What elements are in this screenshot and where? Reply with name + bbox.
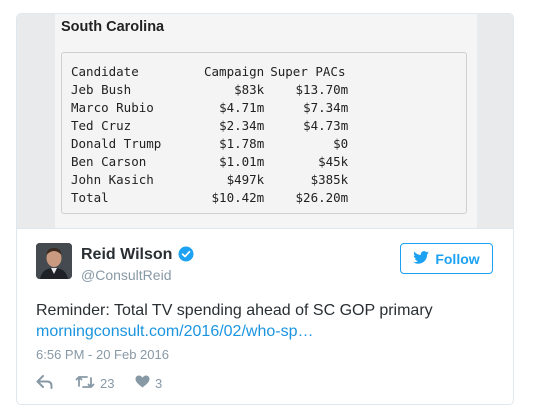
spending-table-box: Candidate Campaign Super PACs Jeb Bush $… bbox=[61, 52, 467, 214]
table-total-row: Total $10.42m $26.20m bbox=[71, 189, 348, 207]
table-row: Ted Cruz $2.34m $4.73m bbox=[71, 117, 348, 135]
verified-badge-icon bbox=[178, 246, 194, 262]
superpac-cell: $13.70m bbox=[295, 82, 349, 97]
superpac-cell: $7.34m bbox=[303, 100, 349, 115]
candidate-cell: Total bbox=[71, 190, 109, 205]
campaign-cell: $1.01m bbox=[219, 154, 265, 169]
candidate-cell: Donald Trump bbox=[71, 136, 162, 151]
avatar-image bbox=[36, 243, 72, 279]
media-image[interactable]: South Carolina Candidate Campaign Super … bbox=[17, 14, 513, 228]
tweet-link[interactable]: morningconsult.com/2016/02/who-sp… bbox=[36, 323, 314, 340]
like-count: 3 bbox=[155, 375, 163, 391]
candidate-cell: John Kasich bbox=[71, 172, 154, 187]
table-row: Marco Rubio $4.71m $7.34m bbox=[71, 99, 348, 117]
superpac-cell: $385k bbox=[310, 172, 349, 187]
media-content: South Carolina Candidate Campaign Super … bbox=[55, 14, 477, 228]
divider bbox=[17, 228, 513, 229]
superpac-cell: $45k bbox=[318, 154, 349, 169]
candidate-cell: Jeb Bush bbox=[71, 82, 132, 97]
embedded-tweet: South Carolina Candidate Campaign Super … bbox=[16, 13, 514, 405]
follow-label: Follow bbox=[435, 250, 480, 267]
column-header: Super PACs bbox=[270, 64, 346, 79]
campaign-cell: $497k bbox=[226, 172, 265, 187]
tweet-actions: 23 3 bbox=[36, 375, 336, 393]
superpac-cell: $0 bbox=[333, 136, 349, 151]
tweet-timestamp[interactable]: 6:56 PM - 20 Feb 2016 bbox=[36, 347, 169, 362]
like-button[interactable]: 3 bbox=[135, 375, 162, 391]
twitter-bird-icon bbox=[413, 250, 430, 267]
superpac-cell: $26.20m bbox=[295, 190, 349, 205]
candidate-cell: Marco Rubio bbox=[71, 100, 154, 115]
campaign-cell: $4.71m bbox=[219, 100, 265, 115]
candidate-cell: Ted Cruz bbox=[71, 118, 132, 133]
table-row: Jeb Bush $83k $13.70m bbox=[71, 81, 348, 99]
tweet-text: Reminder: Total TV spending ahead of SC … bbox=[36, 302, 433, 319]
table-row: Donald Trump $1.78m $0 bbox=[71, 135, 348, 153]
campaign-cell: $2.34m bbox=[219, 118, 265, 133]
campaign-cell: $10.42m bbox=[211, 190, 265, 205]
retweet-icon bbox=[75, 375, 95, 392]
campaign-cell: $1.78m bbox=[219, 136, 265, 151]
superpac-cell: $4.73m bbox=[303, 118, 349, 133]
media-title: South Carolina bbox=[61, 19, 165, 35]
reply-button[interactable] bbox=[36, 375, 53, 392]
follow-button[interactable]: Follow bbox=[400, 243, 493, 274]
avatar[interactable] bbox=[36, 243, 72, 279]
column-header: Candidate bbox=[71, 64, 139, 79]
table-header-row: Candidate Campaign Super PACs bbox=[71, 63, 348, 81]
table-row: Ben Carson $1.01m $45k bbox=[71, 153, 348, 171]
spending-table: Candidate Campaign Super PACs Jeb Bush $… bbox=[71, 63, 348, 207]
table-row: John Kasich $497k $385k bbox=[71, 171, 348, 189]
author-handle[interactable]: @ConsultReid bbox=[81, 267, 172, 283]
heart-icon bbox=[135, 375, 150, 391]
candidate-cell: Ben Carson bbox=[71, 154, 147, 169]
retweet-count: 23 bbox=[100, 376, 115, 391]
column-header: Campaign bbox=[204, 64, 265, 79]
reply-icon bbox=[36, 375, 53, 392]
campaign-cell: $83k bbox=[234, 82, 265, 97]
retweet-button[interactable]: 23 bbox=[75, 375, 114, 392]
author-name[interactable]: Reid Wilson bbox=[81, 246, 173, 263]
